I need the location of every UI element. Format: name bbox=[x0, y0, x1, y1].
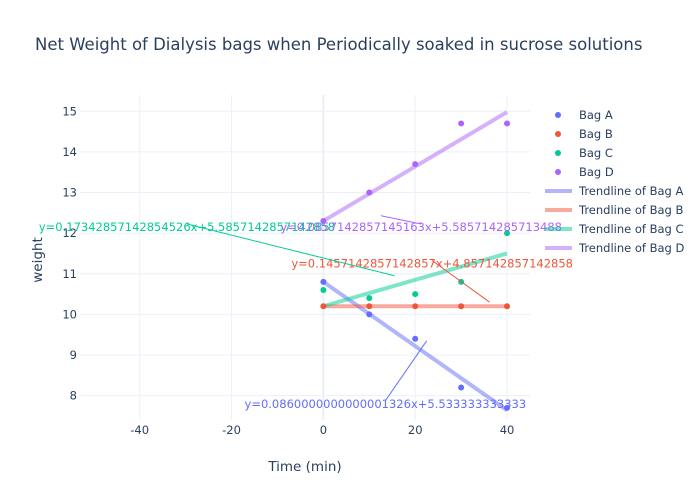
data-point bbox=[504, 404, 511, 411]
data-points bbox=[320, 120, 511, 411]
legend-label: Bag D bbox=[579, 165, 614, 179]
annotation-label: y=0.0860000000000001326x+5.533333333333 bbox=[245, 397, 527, 411]
x-tick-labels: -40 -20 0 20 40 bbox=[130, 423, 514, 437]
data-point bbox=[320, 217, 327, 224]
chart-title: Net Weight of Dialysis bags when Periodi… bbox=[35, 35, 642, 54]
data-point bbox=[504, 303, 511, 310]
annotation-label: y=0.17342857142854526x+5.585714285714285… bbox=[39, 220, 335, 234]
legend-label: Trendline of Bag A bbox=[578, 184, 684, 198]
y-tick-label: 13 bbox=[62, 186, 77, 200]
data-point bbox=[366, 295, 373, 302]
legend-label: Trendline of Bag C bbox=[578, 222, 684, 236]
data-point bbox=[366, 311, 373, 318]
legend-label: Trendline of Bag B bbox=[578, 203, 684, 217]
trendline bbox=[322, 280, 509, 412]
y-tick-label: 8 bbox=[70, 389, 77, 403]
x-tick-label: 20 bbox=[408, 423, 423, 437]
x-tick-label: -20 bbox=[222, 423, 241, 437]
y-tick-label: 15 bbox=[62, 104, 77, 118]
trendline bbox=[322, 251, 508, 309]
annotation-arrow bbox=[380, 215, 422, 225]
data-point bbox=[320, 278, 327, 285]
legend-label: Bag C bbox=[579, 146, 613, 160]
data-point bbox=[504, 120, 511, 127]
legend-marker bbox=[555, 150, 561, 156]
x-tick-label: 40 bbox=[500, 423, 515, 437]
annotation-arrow bbox=[384, 340, 428, 402]
data-point bbox=[412, 303, 419, 310]
y-tick-label: 12 bbox=[62, 226, 77, 240]
legend-label: Bag B bbox=[579, 127, 613, 141]
annotation-arrow bbox=[186, 223, 395, 277]
x-tick-label: -40 bbox=[130, 423, 149, 437]
legend-label: Trendline of Bag D bbox=[578, 241, 685, 255]
y-tick-label: 9 bbox=[70, 348, 77, 362]
data-point bbox=[320, 303, 327, 310]
data-point bbox=[458, 384, 465, 391]
legend: Bag A Bag B Bag C Bag D Trendline of Bag A Tr… bbox=[545, 108, 685, 255]
annotations: y=0.0860000000000001326x+5.533333333333 y… bbox=[39, 215, 573, 411]
data-point bbox=[458, 303, 465, 310]
annotation-label: y=0.0857142857145163x+5.585714285713488 bbox=[280, 220, 562, 234]
legend-marker bbox=[555, 131, 561, 137]
y-tick-label: 14 bbox=[62, 145, 77, 159]
y-axis-title: weight bbox=[30, 237, 46, 283]
legend-marker bbox=[555, 169, 561, 175]
annotation-label: y=0.1457142857142857x+4.857142857142858 bbox=[291, 257, 573, 271]
data-point bbox=[366, 303, 373, 310]
y-tick-label: 10 bbox=[62, 307, 77, 321]
legend-label: Bag A bbox=[579, 108, 613, 122]
data-point bbox=[504, 230, 511, 237]
y-tick-label: 11 bbox=[62, 267, 77, 281]
x-tick-label: 0 bbox=[320, 423, 327, 437]
y-tick-labels: 8 9 10 11 12 13 14 15 bbox=[62, 104, 77, 402]
data-point bbox=[458, 120, 465, 127]
grid bbox=[80, 95, 530, 420]
annotation-arrow bbox=[431, 260, 490, 303]
data-point bbox=[412, 161, 419, 168]
legend-marker bbox=[555, 112, 561, 118]
x-axis-title: Time (min) bbox=[267, 459, 341, 475]
data-point bbox=[412, 335, 419, 342]
data-point bbox=[366, 189, 373, 196]
data-point bbox=[320, 287, 327, 293]
data-point bbox=[412, 291, 419, 298]
